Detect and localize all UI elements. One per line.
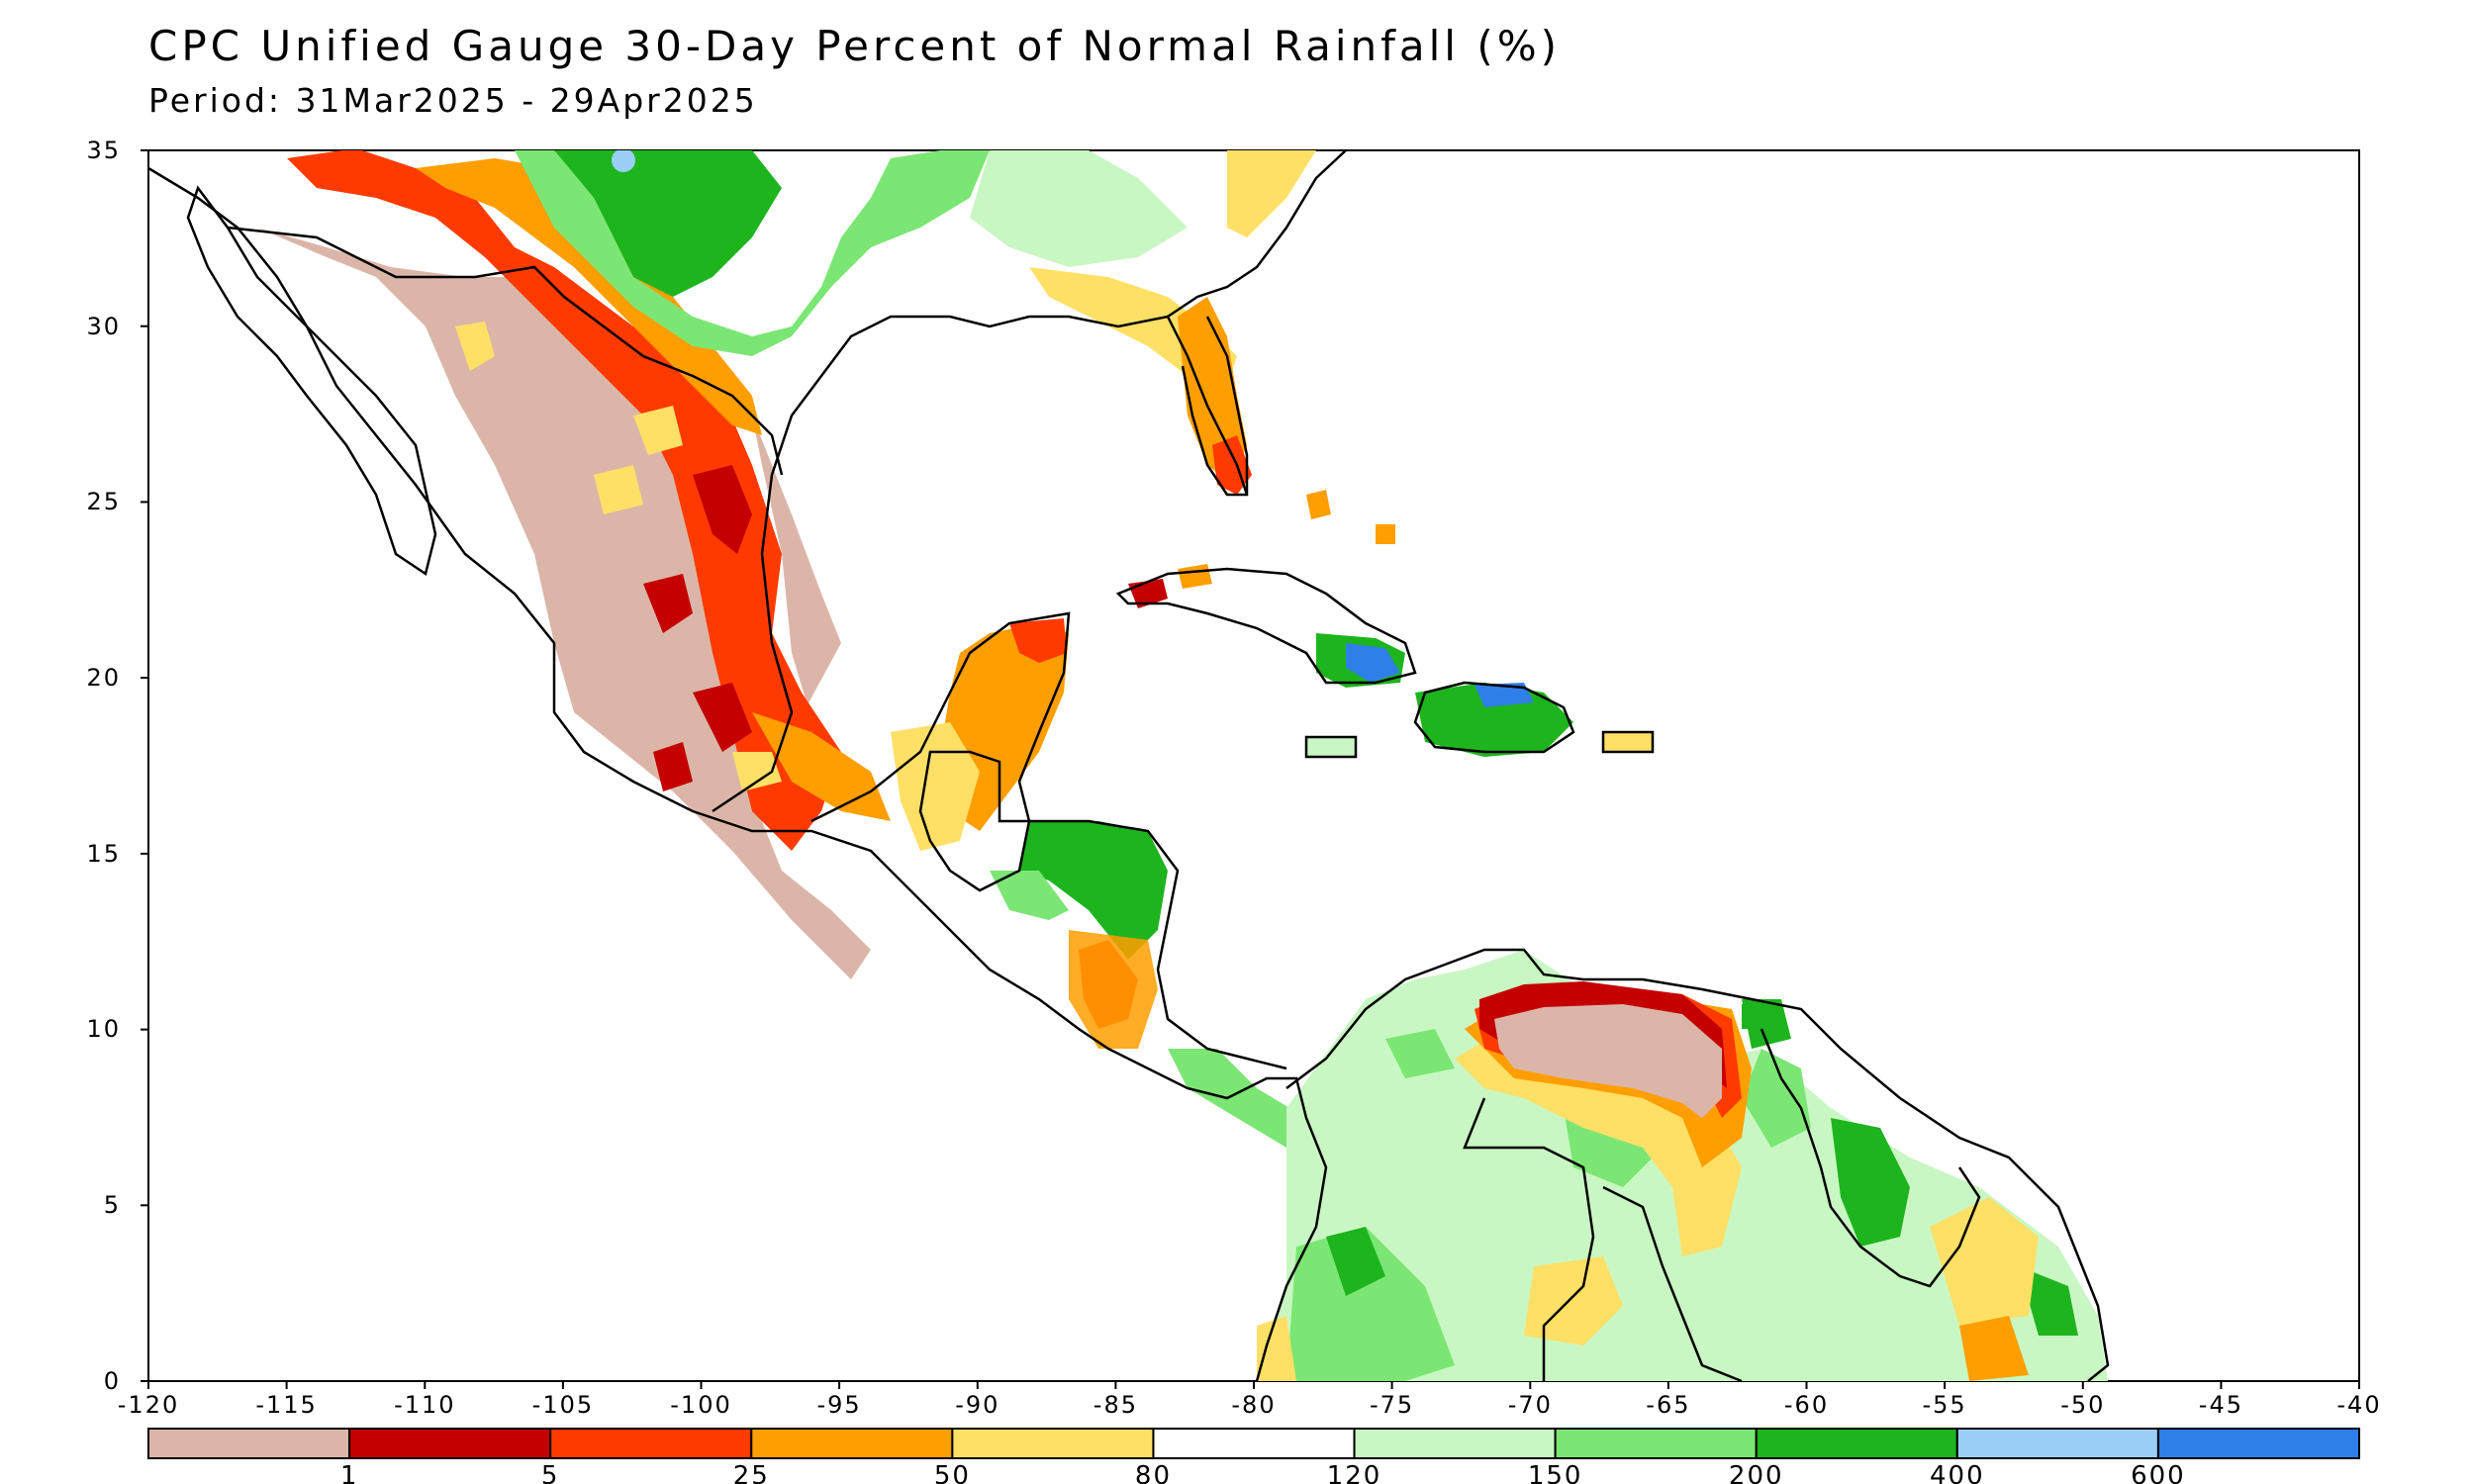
cuba-blue: [1346, 643, 1400, 683]
colorbar-label: 80: [1135, 1461, 1172, 1484]
mexico-darkred-patches: [643, 465, 752, 791]
colorbar-swatch: [348, 1428, 552, 1459]
lat-tick-label: 0: [104, 1367, 121, 1395]
colorbar-label: 50: [934, 1461, 971, 1484]
lat-tick-label: 25: [86, 488, 121, 515]
lon-tick-label: -65: [1646, 1391, 1690, 1419]
lon-tick-label: -50: [2060, 1391, 2105, 1419]
colorbar-swatch: [147, 1428, 351, 1459]
colorbar-swatch: [1353, 1428, 1557, 1459]
lon-tick-label: -70: [1508, 1391, 1553, 1419]
lat-tick-label: 30: [86, 313, 121, 340]
colorbar-label: 120: [1327, 1461, 1382, 1484]
florida-coast: [1167, 150, 1347, 497]
colorbar: 1 5 25 50 80 120 150 200 400 600: [147, 1428, 2361, 1484]
longitude-labels: -120 -115 -110 -105 -100 -95 -90 -85 -80…: [118, 1391, 2381, 1419]
hispaniola-outline: [1413, 681, 1575, 754]
colorbar-swatch: [750, 1428, 954, 1459]
south-america-coast: [1285, 948, 2110, 1381]
puerto-rico-outline: [1601, 730, 1655, 754]
guatemala-border: [918, 750, 1031, 892]
venezuela-orange: [1465, 989, 2029, 1381]
lon-tick-label: -105: [532, 1391, 594, 1419]
lon-tick-label: -40: [2336, 1391, 2381, 1419]
lon-tick-label: -80: [1231, 1391, 1276, 1419]
jamaica-outline: [1304, 735, 1358, 759]
florida-orange: [1178, 297, 1247, 485]
lon-tick-label: -85: [1094, 1391, 1138, 1419]
colorbar-label: 600: [2131, 1461, 2186, 1484]
costa-rica-orange: [1069, 930, 1158, 1049]
colorbar-swatch: [549, 1428, 753, 1459]
us-lightgreen-region: [515, 150, 990, 356]
lon-tick-label: -60: [1784, 1391, 1829, 1419]
gulf-coast-yellow: [1029, 150, 1316, 386]
lon-tick-label: -90: [955, 1391, 999, 1419]
colorbar-label: 400: [1930, 1461, 1985, 1484]
colorbar-swatch: [1554, 1428, 1758, 1459]
central-america-lightgreen: [990, 871, 1306, 1148]
lon-tick-label: -45: [2199, 1391, 2243, 1419]
yucatan-yellow: [891, 722, 980, 851]
colorbar-swatch: [951, 1428, 1155, 1459]
colorbar-swatch: [2156, 1428, 2361, 1459]
south-america-green: [1286, 1029, 1811, 1381]
us-wet-region: [554, 150, 782, 297]
hispaniola-green: [1415, 683, 1573, 757]
bahamas-orange: [1306, 490, 1395, 544]
venezuela-dry-core: [1494, 1004, 1722, 1118]
puerto-rico-yellow: [1603, 732, 1653, 752]
latitude-labels: 0 5 10 15 20 25 30 35: [86, 137, 121, 1395]
colorbar-label: 1: [340, 1461, 359, 1484]
baja-california: [186, 185, 437, 577]
colorbar-swatch: [1152, 1428, 1356, 1459]
lat-tick-label: 20: [86, 664, 121, 692]
central-america-green: [1019, 821, 1168, 960]
mexico-pacific-coast: [148, 166, 1328, 1381]
map-title: CPC Unified Gauge 30-Day Percent of Norm…: [148, 22, 1562, 70]
map-period: Period: 31Mar2025 - 29Apr2025: [148, 81, 758, 120]
mexico-dry-region: [257, 228, 871, 979]
lat-tick-label: 10: [86, 1015, 121, 1043]
cuba-outline: [1115, 567, 1417, 685]
colorbar-label: 5: [541, 1461, 560, 1484]
colorbar-label: 150: [1528, 1461, 1583, 1484]
lon-tick-label: -110: [394, 1391, 455, 1419]
coastlines: [148, 150, 2110, 1381]
lat-tick-label: 35: [86, 137, 121, 164]
colorbar-swatch: [1955, 1428, 2159, 1459]
hispaniola-blue: [1475, 683, 1534, 707]
axis-ticks: [141, 149, 2360, 1389]
lon-tick-label: -100: [670, 1391, 731, 1419]
yucatan-red: [1009, 618, 1067, 663]
colombia-border: [1463, 1097, 1595, 1381]
lon-tick-label: -55: [1922, 1391, 1966, 1419]
lon-tick-label: -95: [816, 1391, 861, 1419]
trinidad-green: [1742, 1004, 1781, 1029]
central-america-caribbean-coast: [1029, 819, 1287, 1070]
gulf-of-mexico-coast: [712, 315, 1249, 813]
mexico-us-border: [227, 226, 784, 476]
lon-tick-label: -75: [1370, 1391, 1414, 1419]
colorbar-label: 200: [1729, 1461, 1784, 1484]
lon-tick-label: -115: [255, 1391, 317, 1419]
us-blue-spot: [612, 150, 635, 172]
venezuela-guyana-border: [1602, 1028, 1981, 1381]
us-pale-green: [970, 150, 1188, 267]
lat-tick-label: 15: [86, 840, 121, 868]
lat-tick-label: 5: [104, 1191, 121, 1219]
yucatan-coast: [810, 611, 1071, 823]
jamaica-green: [1306, 737, 1356, 757]
lon-tick-label: -120: [118, 1391, 179, 1419]
colorbar-swatch: [1755, 1428, 1958, 1459]
colorbar-label: 25: [733, 1461, 770, 1484]
